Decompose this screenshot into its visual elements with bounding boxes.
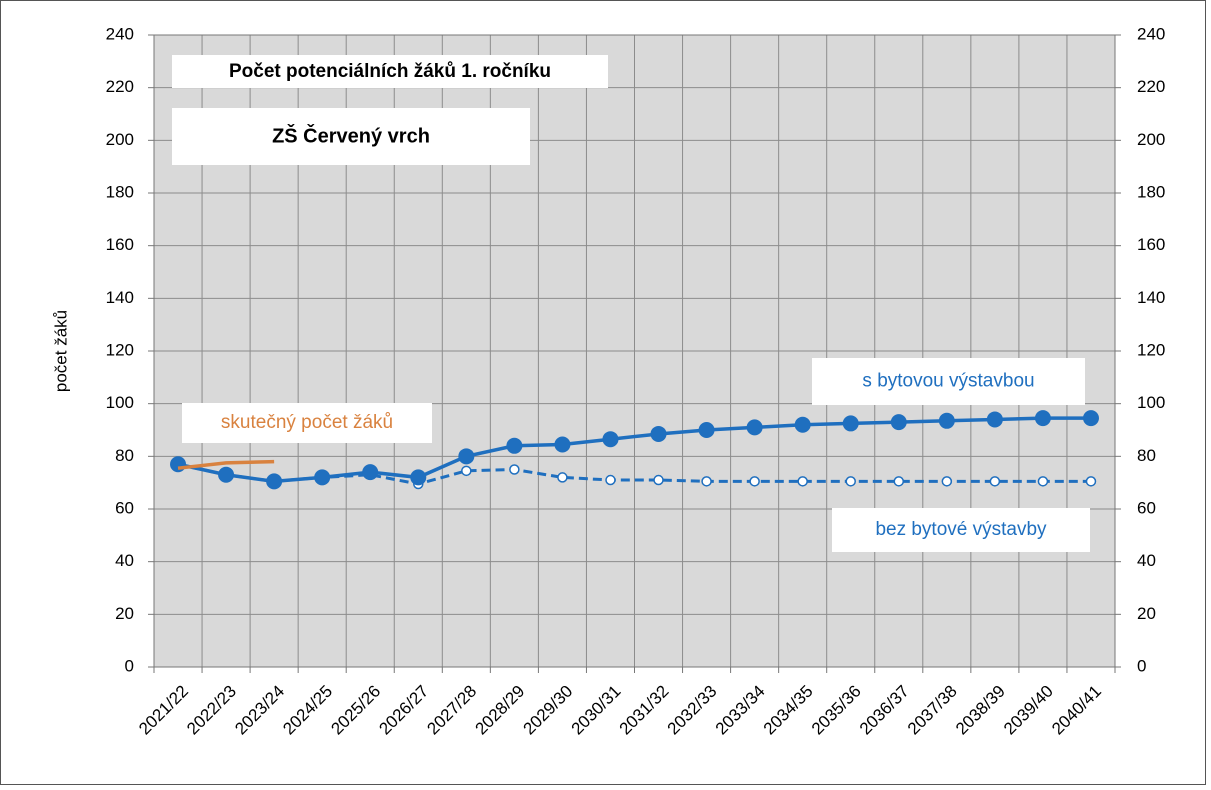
data-point — [746, 419, 763, 436]
data-point — [650, 425, 667, 442]
data-point — [362, 464, 379, 481]
data-point — [557, 472, 568, 483]
title-box — [172, 55, 608, 88]
legend-label: skutečný počet žáků — [221, 412, 393, 433]
y2-tick-label: 160 — [1137, 235, 1165, 254]
y-tick-label: 100 — [106, 393, 134, 412]
data-point — [266, 473, 283, 490]
data-point — [602, 431, 619, 448]
data-point — [509, 464, 520, 475]
y2-tick-label: 220 — [1137, 77, 1165, 96]
y-tick-label: 240 — [106, 24, 134, 43]
chart-title: Počet potenciálních žáků 1. ročníku — [229, 61, 551, 82]
y2-tick-label: 180 — [1137, 182, 1165, 201]
y-tick-label: 180 — [106, 182, 134, 201]
legend-box — [832, 508, 1090, 552]
data-point — [938, 412, 955, 429]
y-tick-label: 140 — [106, 288, 134, 307]
data-point — [554, 436, 571, 453]
y2-tick-label: 40 — [1137, 551, 1156, 570]
data-point — [170, 456, 187, 473]
legend-box — [182, 403, 432, 443]
data-point — [605, 474, 616, 486]
data-point — [794, 416, 811, 433]
y-tick-label: 60 — [115, 498, 134, 517]
data-point — [941, 476, 953, 487]
y2-tick-label: 0 — [1137, 656, 1146, 675]
subtitle-box — [172, 108, 530, 165]
data-point — [461, 465, 472, 477]
data-point — [1037, 476, 1049, 487]
y-tick-label: 120 — [106, 340, 134, 359]
legend-box — [812, 358, 1085, 405]
data-point — [749, 476, 760, 487]
y2-tick-label: 200 — [1137, 130, 1165, 149]
y2-tick-label: 120 — [1137, 340, 1165, 359]
data-point — [653, 474, 664, 486]
y-tick-label: 220 — [106, 77, 134, 96]
data-point — [701, 476, 712, 487]
data-point — [986, 411, 1003, 428]
data-point — [698, 422, 715, 438]
y-axis-label: počet žáků — [51, 310, 70, 392]
y-tick-label: 80 — [115, 446, 134, 465]
y-tick-label: 160 — [106, 235, 134, 254]
legend-label: bez bytové výstavby — [875, 519, 1047, 540]
data-point — [1034, 410, 1051, 427]
data-point — [842, 415, 859, 432]
y2-tick-label: 20 — [1137, 604, 1156, 623]
data-point — [218, 466, 235, 483]
y2-tick-label: 140 — [1137, 288, 1165, 307]
data-point — [797, 476, 808, 487]
y-tick-label: 40 — [115, 551, 134, 570]
data-point — [845, 476, 856, 487]
series-line — [177, 459, 275, 470]
y2-tick-label: 80 — [1137, 446, 1156, 465]
chart-subtitle: ZŠ Červený vrch — [272, 123, 430, 147]
data-point — [1082, 410, 1099, 427]
data-point — [1085, 476, 1097, 487]
data-point — [458, 448, 475, 465]
data-point — [989, 476, 1001, 487]
data-point — [410, 469, 427, 486]
y-tick-label: 200 — [106, 130, 134, 149]
y2-tick-label: 240 — [1137, 24, 1165, 43]
y-tick-label: 20 — [115, 604, 134, 623]
y2-tick-label: 60 — [1137, 498, 1156, 517]
series-line — [177, 416, 1091, 484]
y-tick-label: 0 — [125, 656, 134, 675]
legend-label: s bytovou výstavbou — [862, 371, 1034, 392]
data-point — [506, 437, 523, 454]
data-point — [314, 469, 331, 486]
data-point — [890, 414, 907, 431]
y2-tick-label: 100 — [1137, 393, 1165, 412]
data-point — [893, 476, 905, 487]
